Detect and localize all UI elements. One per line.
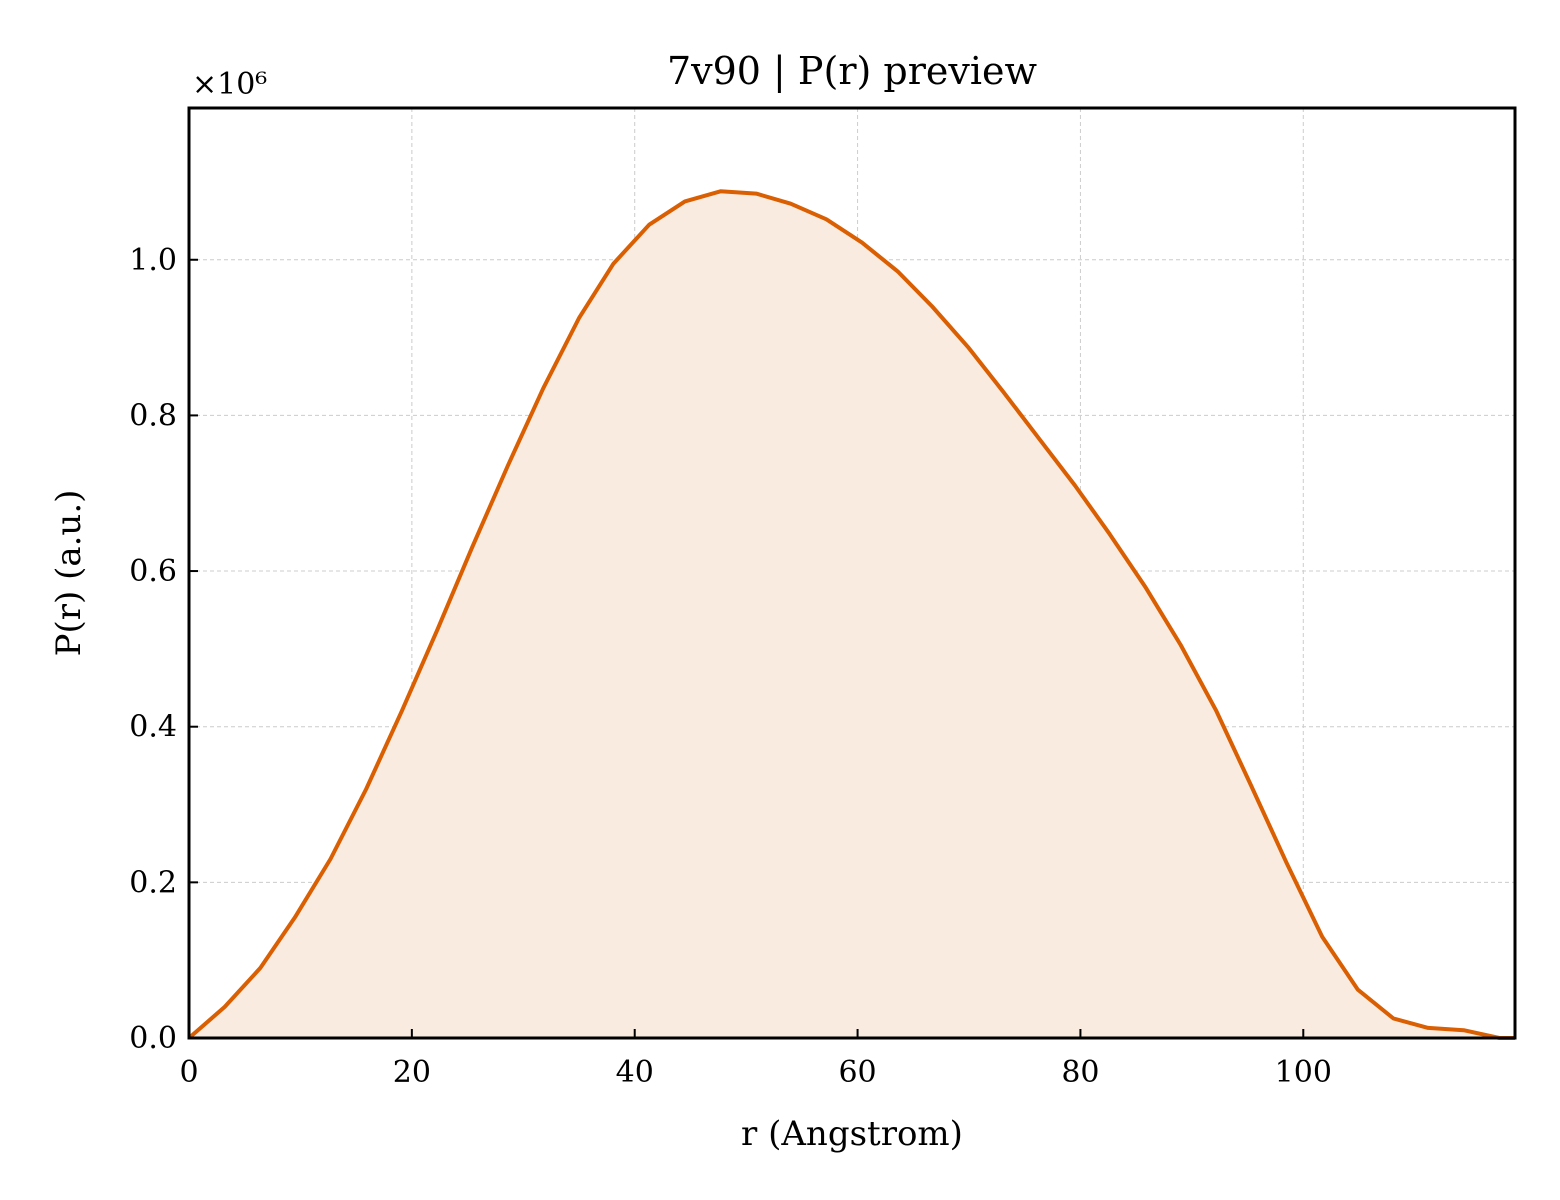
y-tick-label: 0.0: [129, 1021, 177, 1056]
series-line: [187, 189, 1515, 1040]
x-axis-label: r (Angstrom): [741, 1114, 963, 1154]
y-axis-label: P(r) (a.u.): [49, 490, 89, 657]
y-offset-label: ×10⁶: [192, 67, 267, 102]
y-tick-label: 0.4: [129, 710, 177, 745]
y-tick-label: 1.0: [129, 243, 177, 278]
y-tick-label: 0.6: [129, 554, 177, 589]
x-axis-ticks: 0 20 40 60 80 100: [179, 1029, 1332, 1090]
x-tick-label: 0: [179, 1055, 198, 1090]
x-tick-label: 80: [1061, 1055, 1099, 1090]
y-axis-ticks: 0.0 0.2 0.4 0.6 0.8 1.0: [129, 243, 198, 1056]
chart-title: 7v90 | P(r) preview: [667, 49, 1038, 93]
y-tick-label: 0.8: [129, 398, 177, 433]
x-tick-label: 20: [393, 1055, 431, 1090]
x-tick-label: 60: [838, 1055, 876, 1090]
series-area-fill: [189, 191, 1515, 1039]
x-tick-label: 40: [616, 1055, 654, 1090]
plot-frame: [187, 106, 1517, 1040]
y-tick-label: 0.2: [129, 865, 177, 900]
x-tick-label: 100: [1275, 1055, 1332, 1090]
